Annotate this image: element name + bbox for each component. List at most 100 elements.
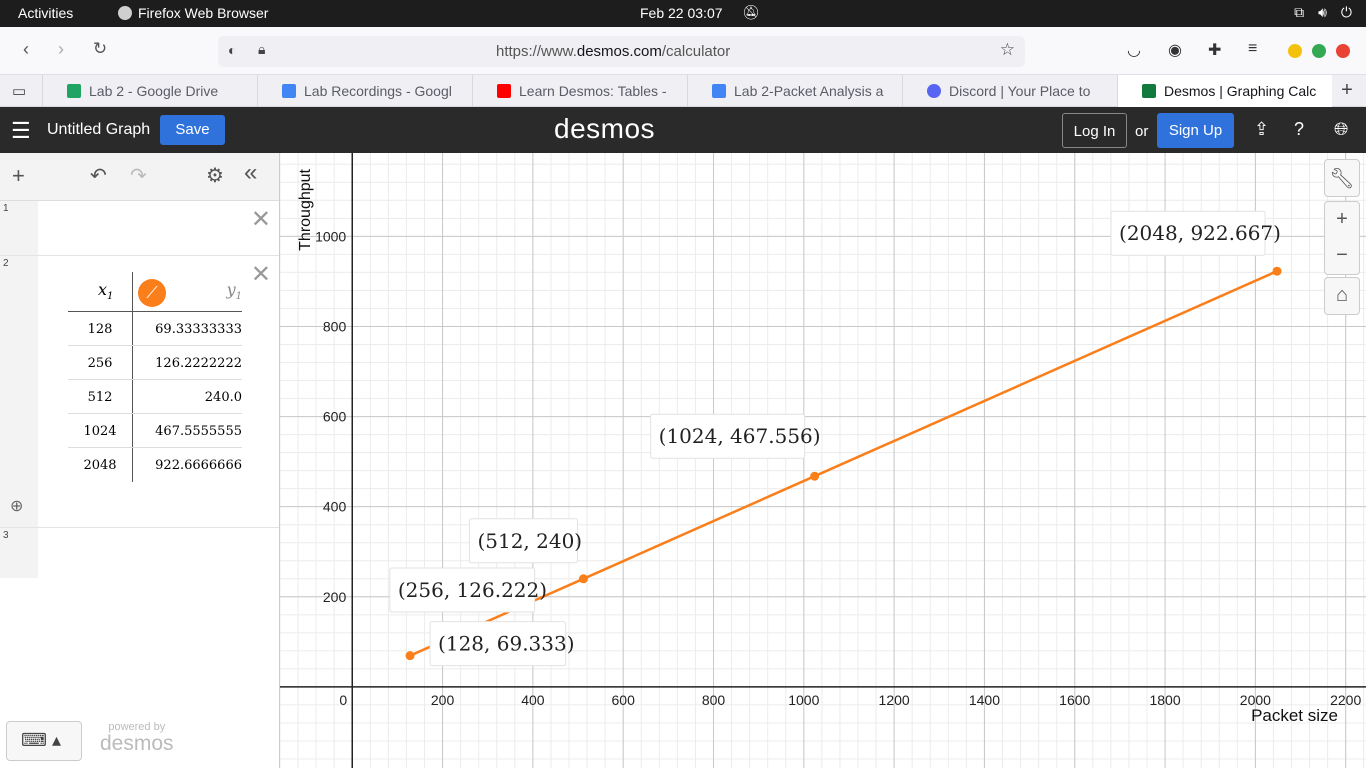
expression-row-2-table[interactable]: 2 ✕ x1 ⟋ y1 128 69.33333333 256 126.222222… [0, 256, 279, 528]
x-column-header[interactable]: x1 [98, 280, 114, 303]
zoom-out-icon[interactable]: − [1336, 244, 1348, 266]
table-row[interactable]: 1024 467.5555555 [68, 414, 242, 448]
lock-icon[interactable]: 🔒︎ [258, 41, 266, 57]
extensions-icon[interactable]: ✚ [1208, 42, 1222, 59]
bookmark-star-icon[interactable]: ☆ [999, 40, 1015, 59]
redo-icon[interactable]: ↷ [130, 165, 147, 187]
clock[interactable]: Feb 22 03:07 [640, 5, 723, 21]
data-point [1272, 266, 1282, 276]
or-text: or [1135, 123, 1149, 140]
notifications-muted-icon: 🔕︎ [742, 4, 760, 20]
reload-button[interactable]: ↻ [92, 39, 108, 58]
menu-icon[interactable]: ≡ [1248, 40, 1258, 57]
new-tab-button[interactable]: + [1341, 79, 1353, 101]
minimize-button[interactable] [1288, 44, 1302, 58]
save-button[interactable]: Save [160, 115, 225, 145]
home-view-tool[interactable]: ⌂ [1324, 277, 1360, 315]
url-text[interactable]: https://www.desmos.com/calculator [496, 43, 731, 60]
y-axis-title: Throughput [297, 168, 314, 250]
hamburger-menu-icon[interactable]: ☰ [11, 118, 31, 143]
x-tick-label: 600 [612, 692, 636, 708]
graph-settings-tool[interactable]: 🔧︎ [1324, 159, 1360, 197]
tracking-protection-icon[interactable]: ◐ [228, 42, 237, 58]
desmos-header: ☰ Untitled Graph Save desmos Log In or S… [0, 107, 1366, 153]
expression-row-3[interactable]: 3 [0, 528, 279, 578]
point-label-box [429, 621, 567, 667]
account-icon[interactable]: ◉ [1168, 42, 1182, 59]
help-icon[interactable]: ? [1294, 119, 1305, 139]
graph-title[interactable]: Untitled Graph [47, 121, 151, 138]
home-icon[interactable]: ⌂ [1335, 284, 1349, 306]
keyboard-toggle-button[interactable]: ⌨ ▴ [6, 721, 82, 761]
point-label: (1024, 467.556) [659, 424, 821, 448]
youtube-icon [497, 84, 511, 98]
y-tick-label: 600 [323, 409, 347, 425]
collapse-list-icon[interactable]: « [244, 159, 258, 186]
delete-expression-icon[interactable]: ✕ [250, 206, 271, 233]
zoom-controls: + − [1324, 201, 1360, 275]
zoom-in-icon[interactable]: + [1336, 208, 1348, 230]
point-label-box [1110, 210, 1266, 256]
zoom-fit-icon[interactable]: ⊕ [10, 498, 24, 515]
table-row[interactable]: 512 240.0 [68, 380, 242, 414]
graph-canvas[interactable]: 0 200 400 600 800 1000 1200 1400 1600 1800 2000 220… [280, 153, 1366, 768]
expression-row-1[interactable]: 1 ✕ [0, 201, 279, 256]
expression-toolbar: + ↶ ↷ ⚙ « [0, 153, 279, 201]
language-globe-icon[interactable]: 🌐︎ [1334, 119, 1349, 139]
table-row[interactable]: 2048 922.6666666 [83, 458, 242, 473]
volume-icon: 🔊︎ [1318, 4, 1327, 20]
point-label: (512, 240) [477, 529, 582, 553]
data-table[interactable]: x1 ⟋ y1 128 69.33333333 256 126.2222222 51… [68, 272, 242, 482]
network-icon: ⧉ [1294, 4, 1305, 20]
point-label-box [650, 413, 806, 459]
login-button[interactable]: Log In [1062, 113, 1127, 148]
data-point [578, 574, 588, 584]
close-window-button[interactable] [1336, 44, 1350, 58]
x-tick-label: 1400 [969, 692, 1000, 708]
share-icon[interactable]: ⇪ [1254, 119, 1270, 139]
x-tick-label: 800 [702, 692, 726, 708]
browser-toolbar: ‹ › ↻ ◐ 🔒︎ https://www.desmos.com/calcul… [0, 27, 1366, 75]
y-tick-label: 1000 [315, 228, 346, 244]
maximize-button[interactable] [1312, 44, 1326, 58]
x-tick-label: 1000 [788, 692, 819, 708]
back-button[interactable]: ‹ [23, 39, 29, 59]
pocket-icon[interactable]: ◡ [1127, 42, 1141, 59]
list-all-tabs-icon[interactable]: ▭ [12, 83, 27, 100]
signup-button[interactable]: Sign Up [1157, 113, 1234, 148]
tab-lab-recordings[interactable]: Lab Recordings - Googl [257, 75, 472, 107]
desmos-logo: desmos [554, 113, 656, 144]
x-tick-label: 400 [521, 692, 545, 708]
tab-desmos[interactable]: Desmos | Graphing Calc [1117, 75, 1332, 107]
table-row[interactable]: 128 69.33333333 [68, 312, 242, 346]
app-menu[interactable]: Firefox Web Browser [118, 5, 268, 21]
tab-strip: ▭ Lab 2 - Google Drive Lab Recordings - … [0, 75, 1366, 107]
add-item-icon[interactable]: + [12, 163, 25, 188]
x-tick-label: 2200 [1330, 692, 1361, 708]
tab-google-drive[interactable]: Lab 2 - Google Drive [42, 75, 257, 107]
point-label: (2048, 922.667) [1119, 221, 1281, 245]
table-row[interactable]: 256 126.2222222 [68, 346, 242, 380]
x-axis-title: Packet size [1251, 706, 1338, 725]
series-style-icon[interactable]: ⟋ [138, 279, 166, 307]
data-point [405, 651, 415, 661]
x-tick-label: 1200 [879, 692, 910, 708]
wrench-icon[interactable]: 🔧︎ [1329, 168, 1355, 190]
address-bar[interactable]: ◐ 🔒︎ https://www.desmos.com/calculator ☆ [218, 36, 1025, 67]
activities-button[interactable]: Activities [18, 5, 74, 21]
settings-gear-icon[interactable]: ⚙ [206, 165, 224, 187]
tab-learn-desmos[interactable]: Learn Desmos: Tables - [472, 75, 687, 107]
y-column-header[interactable]: y1 [226, 280, 242, 303]
graph-paper[interactable]: 0 200 400 600 800 1000 1200 1400 1600 1800 2000 220… [280, 153, 1366, 768]
undo-icon[interactable]: ↶ [90, 165, 107, 187]
tab-discord[interactable]: Discord | Your Place to [902, 75, 1117, 107]
point-label: (256, 126.222) [398, 578, 547, 602]
desmos-favicon [1142, 84, 1156, 98]
forward-button[interactable]: › [58, 39, 64, 59]
x-tick-label: 1800 [1149, 692, 1180, 708]
table-header: x1 ⟋ y1 [68, 274, 242, 312]
delete-expression-icon[interactable]: ✕ [250, 261, 271, 288]
system-tray[interactable]: ⧉ 🔊︎ ⏻ [1294, 4, 1352, 21]
tab-lab2-packet-analysis[interactable]: Lab 2-Packet Analysis a [687, 75, 902, 107]
app-name: Firefox Web Browser [138, 5, 269, 21]
